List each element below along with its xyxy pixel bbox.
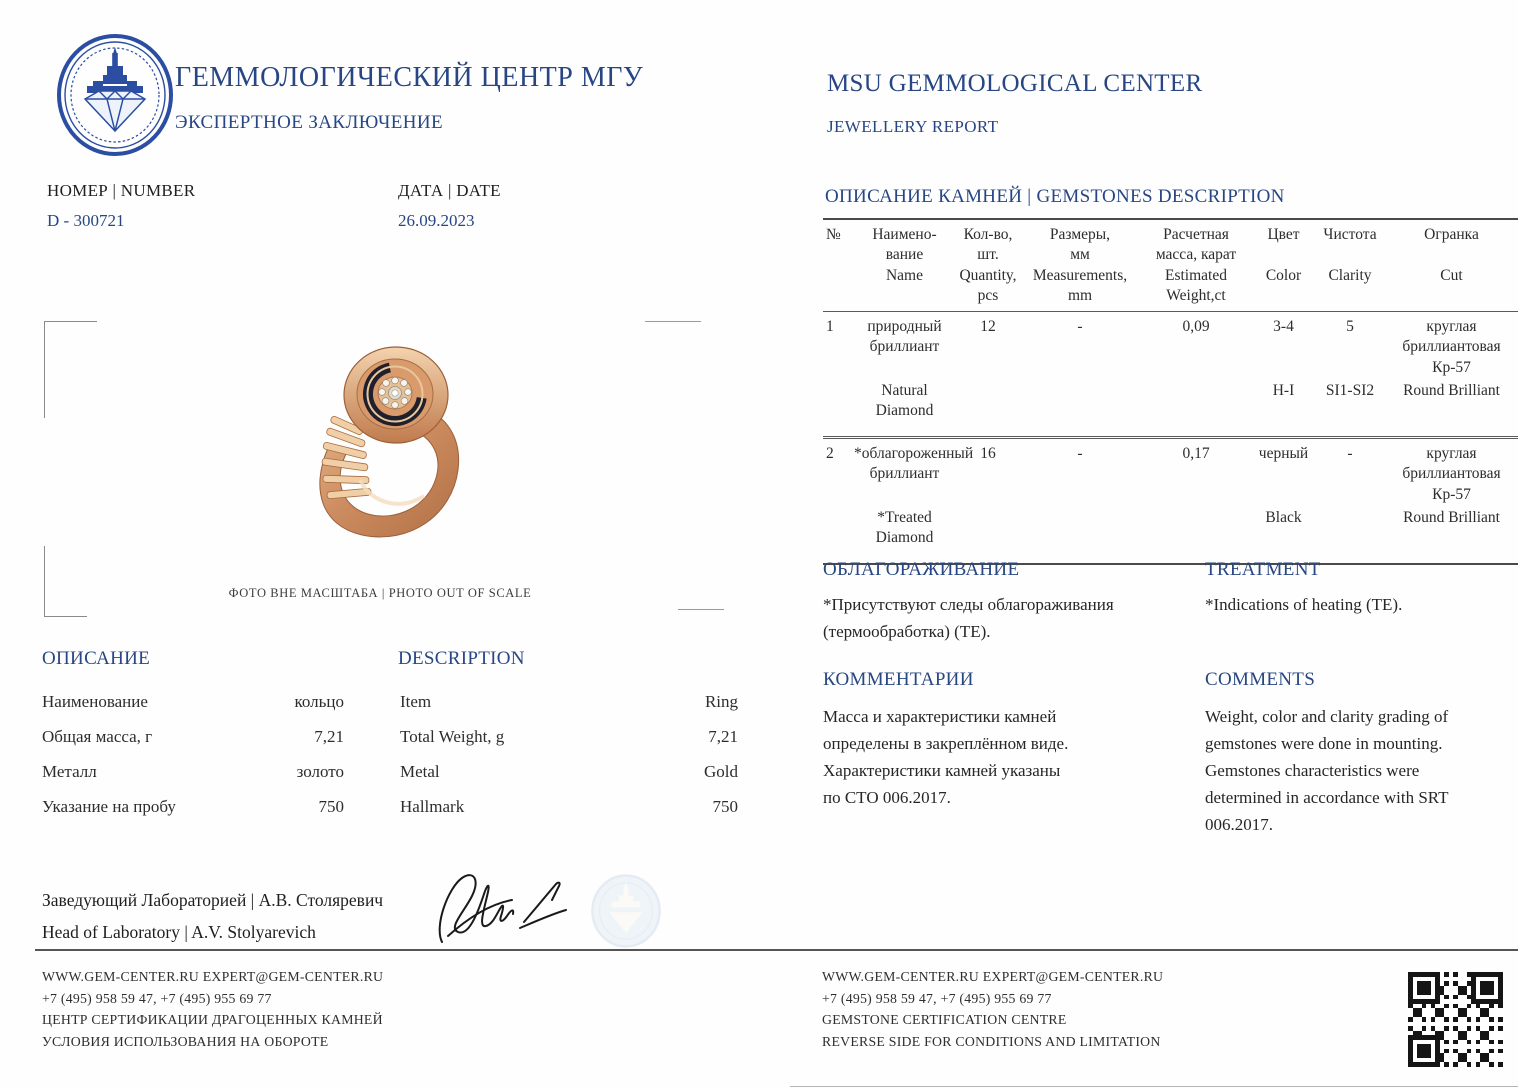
gemstones-table-header: № Наимено- вание Name Кол-во, шт. Quanti… [823, 217, 1518, 312]
photo-caption: ФОТО ВНЕ МАСШТАБА | PHOTO OUT OF SCALE [228, 586, 532, 600]
col-measurements: Размеры, мм Measurements, mm [1020, 217, 1140, 312]
photo-crop-mark-bottom-right [678, 604, 724, 610]
row1-color: 3-4 H-I [1252, 311, 1315, 439]
col-weight: Расчетная масса, карат Estimated Weight,… [1140, 217, 1252, 312]
org-title-en: MSU GEMMOLOGICAL CENTER [827, 70, 1203, 97]
ring-photo [300, 330, 480, 542]
row2-color: черный Black [1252, 437, 1315, 565]
item-value-ru: кольцо [294, 692, 344, 711]
weight-label-ru: Общая масса, г [42, 727, 153, 746]
footer-left-org: ЦЕНТР СЕРТИФИКАЦИИ ДРАГОЦЕННЫХ КАМНЕЙ [42, 1012, 383, 1027]
weight-label-en: Total Weight, g [400, 727, 505, 746]
photo-crop-mark-top-left [44, 321, 97, 418]
table-row: 1 природный бриллиант Natural Diamond 12… [823, 311, 1518, 439]
photo-crop-mark-top-right [645, 321, 701, 326]
doc-type-en: JEWELLERY REPORT [827, 117, 999, 136]
signature-scribble [428, 866, 578, 948]
watermark-seal-icon [590, 872, 662, 950]
qr-code [1408, 972, 1503, 1067]
row2-name: *облагороженный бриллиант *Treated Diamo… [853, 437, 973, 565]
col-quantity: Кол-во, шт. Quantity, pcs [956, 217, 1020, 312]
hallmark-label-ru: Указание на пробу [42, 797, 176, 816]
row2-clarity: - [1315, 437, 1385, 565]
number-label: НОМЕР | NUMBER [47, 181, 196, 200]
col-name: Наимено- вание Name [853, 217, 956, 312]
row1-cut: круглая бриллиантовая Кр-57 Round Brilli… [1385, 311, 1518, 439]
footer-left: WWW.GEM-CENTER.RU EXPERT@GEM-CENTER.RU +… [42, 966, 383, 1052]
signatory-title-en: Head of Laboratory | A.V. Stolyarevich [42, 922, 316, 942]
hallmark-value-en: 750 [712, 797, 739, 816]
col-clarity: Чистота Clarity [1315, 217, 1385, 312]
number-value: D - 300721 [47, 211, 125, 230]
msu-gem-center-seal-icon [55, 33, 175, 157]
gemstones-table: № Наимено- вание Name Кол-во, шт. Quanti… [823, 217, 1518, 565]
row1-clarity: 5 SI1-SI2 [1315, 311, 1385, 439]
comments-text-ru: Масса и характеристики камней определены… [823, 707, 1069, 807]
description-row: Металл золото Metal Gold [42, 754, 742, 789]
scan-edge-line [790, 1086, 1518, 1087]
org-title-ru: ГЕММОЛОГИЧЕСКИЙ ЦЕНТР МГУ [175, 62, 644, 93]
description-title-en: DESCRIPTION [398, 648, 525, 669]
description-title-ru: ОПИСАНИЕ [42, 648, 151, 669]
description-row: Указание на пробу 750 Hallmark 750 [42, 789, 742, 824]
row1-weight: 0,09 [1140, 311, 1252, 439]
weight-value-en: 7,21 [708, 727, 738, 746]
col-cut: Огранка Cut [1385, 217, 1518, 312]
row2-cut: круглая бриллиантовая Кр-57 Round Brilli… [1385, 437, 1518, 565]
metal-label-en: Metal [400, 762, 440, 781]
description-rows: Наименование кольцо Item Ring Общая масс… [42, 684, 742, 824]
date-label: ДАТА | DATE [398, 181, 501, 200]
footer-left-terms: УСЛОВИЯ ИСПОЛЬЗОВАНИЯ НА ОБОРОТЕ [42, 1033, 329, 1049]
date-value: 26.09.2023 [398, 211, 475, 230]
row2-weight: 0,17 [1140, 437, 1252, 565]
treatment-title-ru: ОБЛАГОРАЖИВАНИЕ [823, 559, 1020, 580]
footer-left-website: WWW.GEM-CENTER.RU EXPERT@GEM-CENTER.RU [42, 969, 384, 984]
metal-value-ru: золото [296, 762, 344, 781]
hallmark-value-ru: 750 [318, 797, 345, 816]
metal-value-en: Gold [704, 762, 738, 781]
description-row: Общая масса, г 7,21 Total Weight, g 7,21 [42, 719, 742, 754]
treatment-title-en: TREATMENT [1205, 559, 1321, 580]
footer-right-org: GEMSTONE CERTIFICATION CENTRE [822, 1012, 1067, 1027]
item-label-en: Item [400, 692, 432, 711]
row1-name: природный бриллиант Natural Diamond [853, 311, 956, 439]
footer-right: WWW.GEM-CENTER.RU EXPERT@GEM-CENTER.RU +… [822, 966, 1163, 1052]
signatory-title-ru: Заведующий Лабораторией | А.В. Столяреви… [42, 890, 384, 910]
row1-qty: 12 [956, 311, 1020, 439]
col-color: Цвет Color [1252, 217, 1315, 312]
weight-value-ru: 7,21 [314, 727, 344, 746]
footer-divider [35, 949, 1518, 951]
hallmark-label-en: Hallmark [400, 797, 465, 816]
footer-right-terms: REVERSE SIDE FOR CONDITIONS AND LIMITATI… [822, 1033, 1161, 1049]
row2-qty: 16 [956, 437, 1020, 565]
description-row: Наименование кольцо Item Ring [42, 684, 742, 719]
photo-crop-mark-bottom-left [44, 546, 87, 617]
treatment-text-ru: *Присутствуют следы облагораживания (тер… [823, 595, 1114, 641]
row2-no: 2 [823, 437, 853, 565]
metal-label-ru: Металл [42, 762, 97, 781]
item-value-en: Ring [704, 692, 738, 711]
gemstones-section-title: ОПИСАНИЕ КАМНЕЙ | GEMSTONES DESCRIPTION [825, 186, 1285, 207]
treatment-text-en: *Indications of heating (TE). [1205, 595, 1403, 614]
item-label-ru: Наименование [42, 692, 148, 711]
comments-title-en: COMMENTS [1205, 669, 1316, 690]
col-no: № [823, 217, 853, 312]
comments-title-ru: КОММЕНТАРИИ [823, 669, 974, 690]
footer-right-phones: +7 (495) 958 59 47, +7 (495) 955 69 77 [822, 990, 1052, 1006]
row1-measurements: - [1020, 311, 1140, 439]
row2-measurements: - [1020, 437, 1140, 565]
row1-no: 1 [823, 311, 853, 439]
doc-type-ru: ЭКСПЕРТНОЕ ЗАКЛЮЧЕНИЕ [175, 112, 443, 133]
comments-text-en: Weight, color and clarity grading of gem… [1205, 707, 1449, 834]
footer-left-phones: +7 (495) 958 59 47, +7 (495) 955 69 77 [42, 990, 272, 1006]
table-row: 2 *облагороженный бриллиант *Treated Dia… [823, 437, 1518, 565]
footer-right-website: WWW.GEM-CENTER.RU EXPERT@GEM-CENTER.RU [822, 969, 1164, 984]
